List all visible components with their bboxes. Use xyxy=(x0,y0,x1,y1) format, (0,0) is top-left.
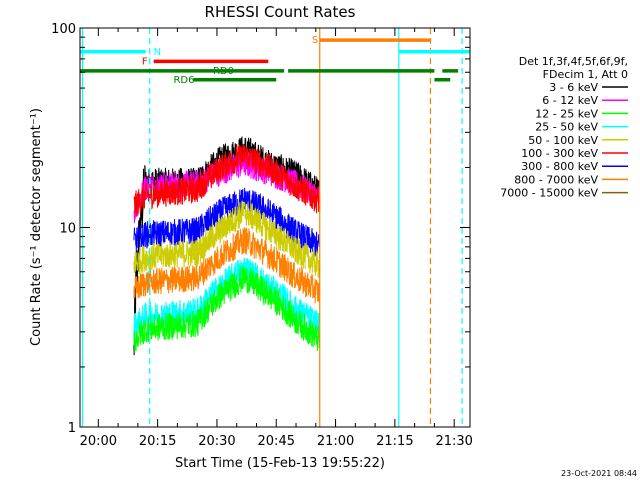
series-layer xyxy=(133,136,321,356)
date-stamp: 23-Oct-2021 08:44 xyxy=(561,469,637,478)
start-time: 15-Feb-13 19:55:22 xyxy=(252,456,380,471)
legend-label-4: 50 - 100 keV xyxy=(528,134,598,147)
axis-ticks-layer: 20:00 20:15 20:30 20:45 21:00 21:15 21:30 1 10 10… xyxy=(51,22,473,449)
x-tick-label-6: 21:30 xyxy=(435,434,472,449)
legend-label-5: 100 - 300 keV xyxy=(521,147,598,160)
y-tick-label-0: 1 xyxy=(68,421,76,436)
x-axis-label-suffix: ) xyxy=(380,456,385,471)
series-line-6 xyxy=(133,187,321,257)
y-axis-label: Count Rate (s⁻¹ detector segment⁻¹) xyxy=(29,108,44,346)
flag-label-s: S xyxy=(312,35,318,46)
x-tick-label-1: 20:15 xyxy=(139,434,176,449)
legend-header-line-2: FDecim 1, Att 0 xyxy=(543,68,628,81)
flag-label-rd0: RD0 xyxy=(213,66,234,77)
chart-title: RHESSI Count Rates xyxy=(205,3,356,21)
y-tick-label-2: 100 xyxy=(51,22,76,37)
x-tick-label-2: 20:30 xyxy=(198,434,235,449)
series-line-4 xyxy=(133,200,321,279)
flag-label-f: F xyxy=(142,56,148,67)
legend-label-2: 12 - 25 keV xyxy=(535,107,598,120)
legend-label-3: 25 - 50 keV xyxy=(535,121,598,134)
legend-label-7: 800 - 7000 keV xyxy=(514,173,598,186)
x-tick-label-3: 20:45 xyxy=(258,434,295,449)
x-tick-label-4: 21:00 xyxy=(317,434,354,449)
x-tick-label-0: 20:00 xyxy=(80,434,117,449)
x-axis-label: Start Time (15-Feb-13 19:55:22) xyxy=(175,456,385,471)
x-axis-label-prefix: Start Time ( xyxy=(175,456,252,471)
flag-label-n: N xyxy=(154,47,161,58)
flag-bars-layer: NF RD0 RD6 S xyxy=(80,35,470,86)
legend-label-6: 300 - 800 keV xyxy=(521,160,598,173)
legend-header-line-1: Det 1f,3f,4f,5f,6f,9f, xyxy=(519,55,628,68)
legend: Det 1f,3f,4f,5f,6f,9f, FDecim 1, Att 0 3… xyxy=(500,55,628,200)
flag-label-rd6: RD6 xyxy=(173,75,194,86)
series-line-7 xyxy=(133,227,321,304)
legend-label-0: 3 - 6 keV xyxy=(549,81,598,94)
legend-label-1: 6 - 12 keV xyxy=(542,94,598,107)
y-tick-label-1: 10 xyxy=(59,222,76,237)
series-line-5 xyxy=(133,143,321,217)
series-line-2 xyxy=(133,265,321,353)
x-tick-label-5: 21:15 xyxy=(376,434,413,449)
legend-label-8: 7000 - 15000 keV xyxy=(500,187,598,200)
